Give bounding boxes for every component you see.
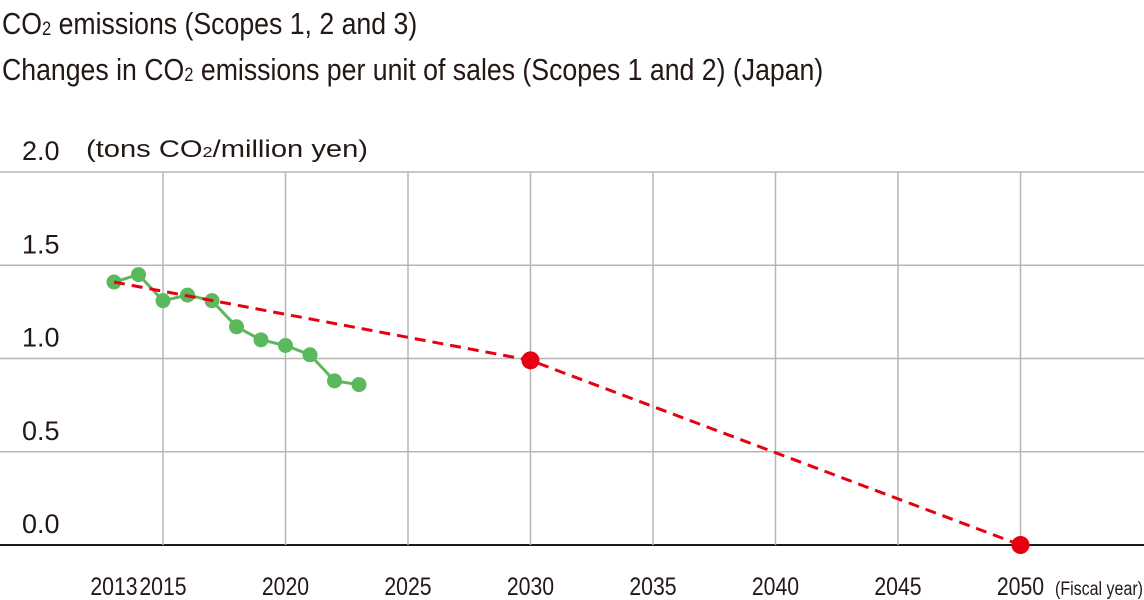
- data-point: [229, 319, 244, 335]
- chart-title: CO2 emissions (Scopes 1, 2 and 3): [2, 6, 418, 41]
- x-tick-label: 2035: [629, 572, 676, 600]
- x-tick-label: 2045: [874, 572, 921, 600]
- y-tick-label: 0.5: [22, 416, 60, 446]
- x-tick-label: 2015: [139, 572, 186, 600]
- y-tick-label: 1.0: [22, 323, 60, 353]
- x-tick-label: 2025: [384, 572, 431, 600]
- x-axis-label: (Fiscal year): [1055, 579, 1143, 600]
- x-axis-ticks: 2013 2015 2020 2025 2030 2035 2040 2045 2050: [90, 572, 1044, 600]
- chart-subtitle: Changes in CO2 emissions per unit of sal…: [2, 52, 824, 87]
- data-point: [155, 293, 171, 309]
- target-point: [1011, 536, 1030, 554]
- x-tick-label: 2050: [997, 572, 1044, 600]
- y-tick-label: 1.5: [22, 229, 60, 259]
- y-tick-label: 2.0: [22, 136, 60, 166]
- x-tick-label: 2030: [507, 572, 554, 600]
- data-point: [327, 373, 342, 389]
- chart-grid: [0, 171, 1144, 546]
- target-point: [521, 351, 540, 370]
- chart-series: [106, 267, 1030, 554]
- y-tick-label: 0.0: [22, 509, 60, 539]
- x-tick-label: 2020: [262, 572, 309, 600]
- data-point: [131, 267, 146, 283]
- data-point: [302, 347, 318, 363]
- data-point: [253, 332, 269, 348]
- data-point: [278, 337, 293, 353]
- x-tick-label: 2040: [752, 572, 799, 600]
- y-axis-unit-label: (tons CO 2/million yen): [86, 136, 368, 163]
- x-tick-label: 2013: [90, 572, 137, 600]
- data-point: [351, 377, 367, 393]
- target-line: [113, 280, 1022, 547]
- y-axis-ticks: 0.0 0.5 1.0 1.5 2.0: [22, 136, 60, 539]
